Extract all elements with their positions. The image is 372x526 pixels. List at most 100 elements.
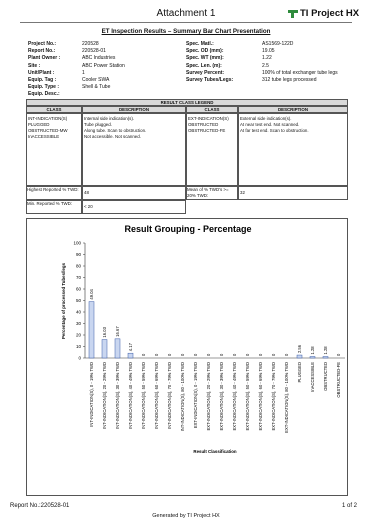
- legend-text: EXT-INDICATION(S): [188, 116, 229, 121]
- value-label: 0: [206, 353, 211, 356]
- stat-label-cell: [186, 186, 238, 200]
- info-value: ABC Industries: [82, 55, 116, 62]
- footer-generated: Generated by TI Project HX: [152, 513, 220, 519]
- info-value: 1.22: [262, 55, 272, 62]
- legend-text: OBSTRUCTED-MW: [28, 128, 68, 133]
- bar: [101, 339, 108, 359]
- y-tick-label: 20: [76, 333, 82, 338]
- logo: TI Project HX: [300, 8, 360, 19]
- x-tick-label: OBSTRUCTED: [323, 362, 328, 391]
- x-tick-label: INT-INDICATION(S), 20 - 29% TWD: [102, 362, 107, 429]
- x-tick-label: INT-INDICATION(S), 30 - 39% TWD: [115, 362, 120, 429]
- info-value: 1: [82, 69, 85, 76]
- value-label: 1.28: [323, 346, 328, 355]
- logo-icon: [288, 10, 298, 18]
- legend-cell: [238, 113, 348, 186]
- info-label: Plant Owner :: [28, 55, 61, 62]
- legend-text: Internal side indication(s).: [84, 116, 135, 121]
- bar: [322, 356, 329, 359]
- y-tick-label: 30: [76, 321, 82, 326]
- legend-text: PLUGGED: [28, 122, 50, 127]
- value-label: 49.04: [89, 288, 94, 299]
- x-tick-label: EXT-INDICATION(S), 30 - 39% TWD: [219, 362, 224, 430]
- legend-cell: [186, 113, 238, 186]
- footer-page: 1 of 2: [342, 503, 358, 509]
- value-label: 0: [154, 353, 159, 356]
- legend-text: At far test end. Scan to obstruction.: [240, 128, 309, 133]
- info-value: 19.05: [262, 48, 275, 55]
- value-label: 0: [193, 353, 198, 356]
- x-tick-label: EXT-INDICATION(S), 0 - 19% TWD: [193, 362, 198, 428]
- value-label: 16.03: [102, 326, 107, 337]
- legend-title: RESULT CLASS LEGEND: [26, 99, 348, 106]
- stat-label: Min. Reported % TWD:: [27, 201, 73, 206]
- y-tick-label: 0: [78, 356, 81, 361]
- info-label: Project No.:: [28, 41, 57, 47]
- legend-header: DESCRIPTION: [82, 106, 186, 113]
- value-label: 16.67: [115, 326, 120, 337]
- y-tick-label: 10: [76, 344, 82, 349]
- x-tick-label: EXT-INDICATION(S), 20 - 29% TWD: [206, 362, 211, 430]
- legend-text: INT-INDICATION(S): [28, 116, 68, 121]
- info-label: Site :: [28, 62, 41, 69]
- y-tick-label: 70: [76, 275, 82, 280]
- info-value: 2.5: [262, 62, 269, 69]
- value-label: 0: [245, 353, 250, 356]
- x-tick-label: EXT-INDICATION(S), 70 - 79% TWD: [271, 362, 276, 430]
- value-label: 4.17: [128, 342, 133, 351]
- stat-value-cell: [238, 186, 348, 200]
- value-label: 0: [284, 353, 289, 356]
- info-value: Shell & Tube: [82, 84, 111, 91]
- legend-text: Not accessible. Not scanned.: [84, 134, 141, 139]
- legend-header: DESCRIPTION: [238, 106, 348, 113]
- value-label: 0: [258, 353, 263, 356]
- value-label: 0: [141, 353, 146, 356]
- info-value: 100% of total exchanger tube legs: [262, 69, 338, 76]
- chart-title: Result Grouping - Percentage: [124, 224, 251, 234]
- info-label: Report No.:: [28, 48, 56, 55]
- info-label: Spec. WT (mm):: [186, 55, 224, 62]
- legend-text: External side indication(s).: [240, 116, 292, 121]
- legend-text: Tube plugged.: [84, 122, 112, 127]
- x-tick-label: INT-INDICATION(S), 60 - 69% TWD: [154, 362, 159, 429]
- x-tick-label: OBSTRUCTED-FE: [336, 362, 341, 398]
- bar: [127, 352, 134, 359]
- legend-text: At near test end. Not scanned.: [240, 122, 300, 127]
- value-label: 0: [271, 353, 276, 356]
- info-label: Spec. Matl.:: [186, 41, 214, 47]
- info-label: Survey Tubes/Legs:: [186, 77, 234, 83]
- info-value: 220528: [82, 41, 99, 47]
- footer-report: Report No.:220528-01: [10, 503, 70, 509]
- x-tick-label: INT-INDICATION(S), 40 - 49% TWD: [128, 362, 133, 429]
- stat-value: 32: [240, 190, 245, 195]
- value-label: 0: [232, 353, 237, 356]
- y-tick-label: 60: [76, 287, 82, 292]
- x-axis-title: Result Classification: [193, 449, 237, 454]
- legend-text: InACCESSIBLE: [28, 134, 60, 139]
- info-label: Survey Percent:: [186, 69, 225, 76]
- x-tick-label: EXT-INDICATION(S), 60 - 69% TWD: [258, 362, 263, 430]
- info-label: Spec. OD (mm):: [186, 48, 224, 55]
- y-tick-label: 80: [76, 264, 82, 269]
- stat-value-cell: [82, 200, 186, 214]
- legend-header: CLASS: [26, 106, 82, 113]
- info-label: Unit/Plant :: [28, 69, 55, 76]
- info-value: ABC Power Station: [82, 62, 125, 69]
- info-label: Equip. Type :: [28, 84, 60, 91]
- value-label: 0: [219, 353, 224, 356]
- stat-label-cell: [26, 186, 82, 200]
- info-value: 220528-01: [82, 48, 106, 55]
- x-tick-label: INT-INDICATION(S), 0 - 19% TWD: [89, 362, 94, 427]
- stat-label: Mean of % TWD's >= 20% TWD:: [187, 187, 229, 198]
- legend-cell: [82, 113, 186, 186]
- attachment: Attachment 1: [156, 8, 216, 19]
- legend-header: CLASS: [186, 106, 238, 113]
- info-label: Equip. Tag :: [28, 77, 57, 83]
- info-label: Spec. Len. (m):: [186, 62, 222, 69]
- x-tick-label: PLUGGED: [297, 362, 302, 382]
- stat-value: 48: [84, 190, 89, 195]
- info-value: 312 tube legs processed: [262, 77, 317, 83]
- x-tick-label: INT-INDICATION(S), 80 - 100% TWD: [180, 362, 185, 431]
- x-tick-label: INT-INDICATION(S), 50 - 59% TWD: [141, 362, 146, 429]
